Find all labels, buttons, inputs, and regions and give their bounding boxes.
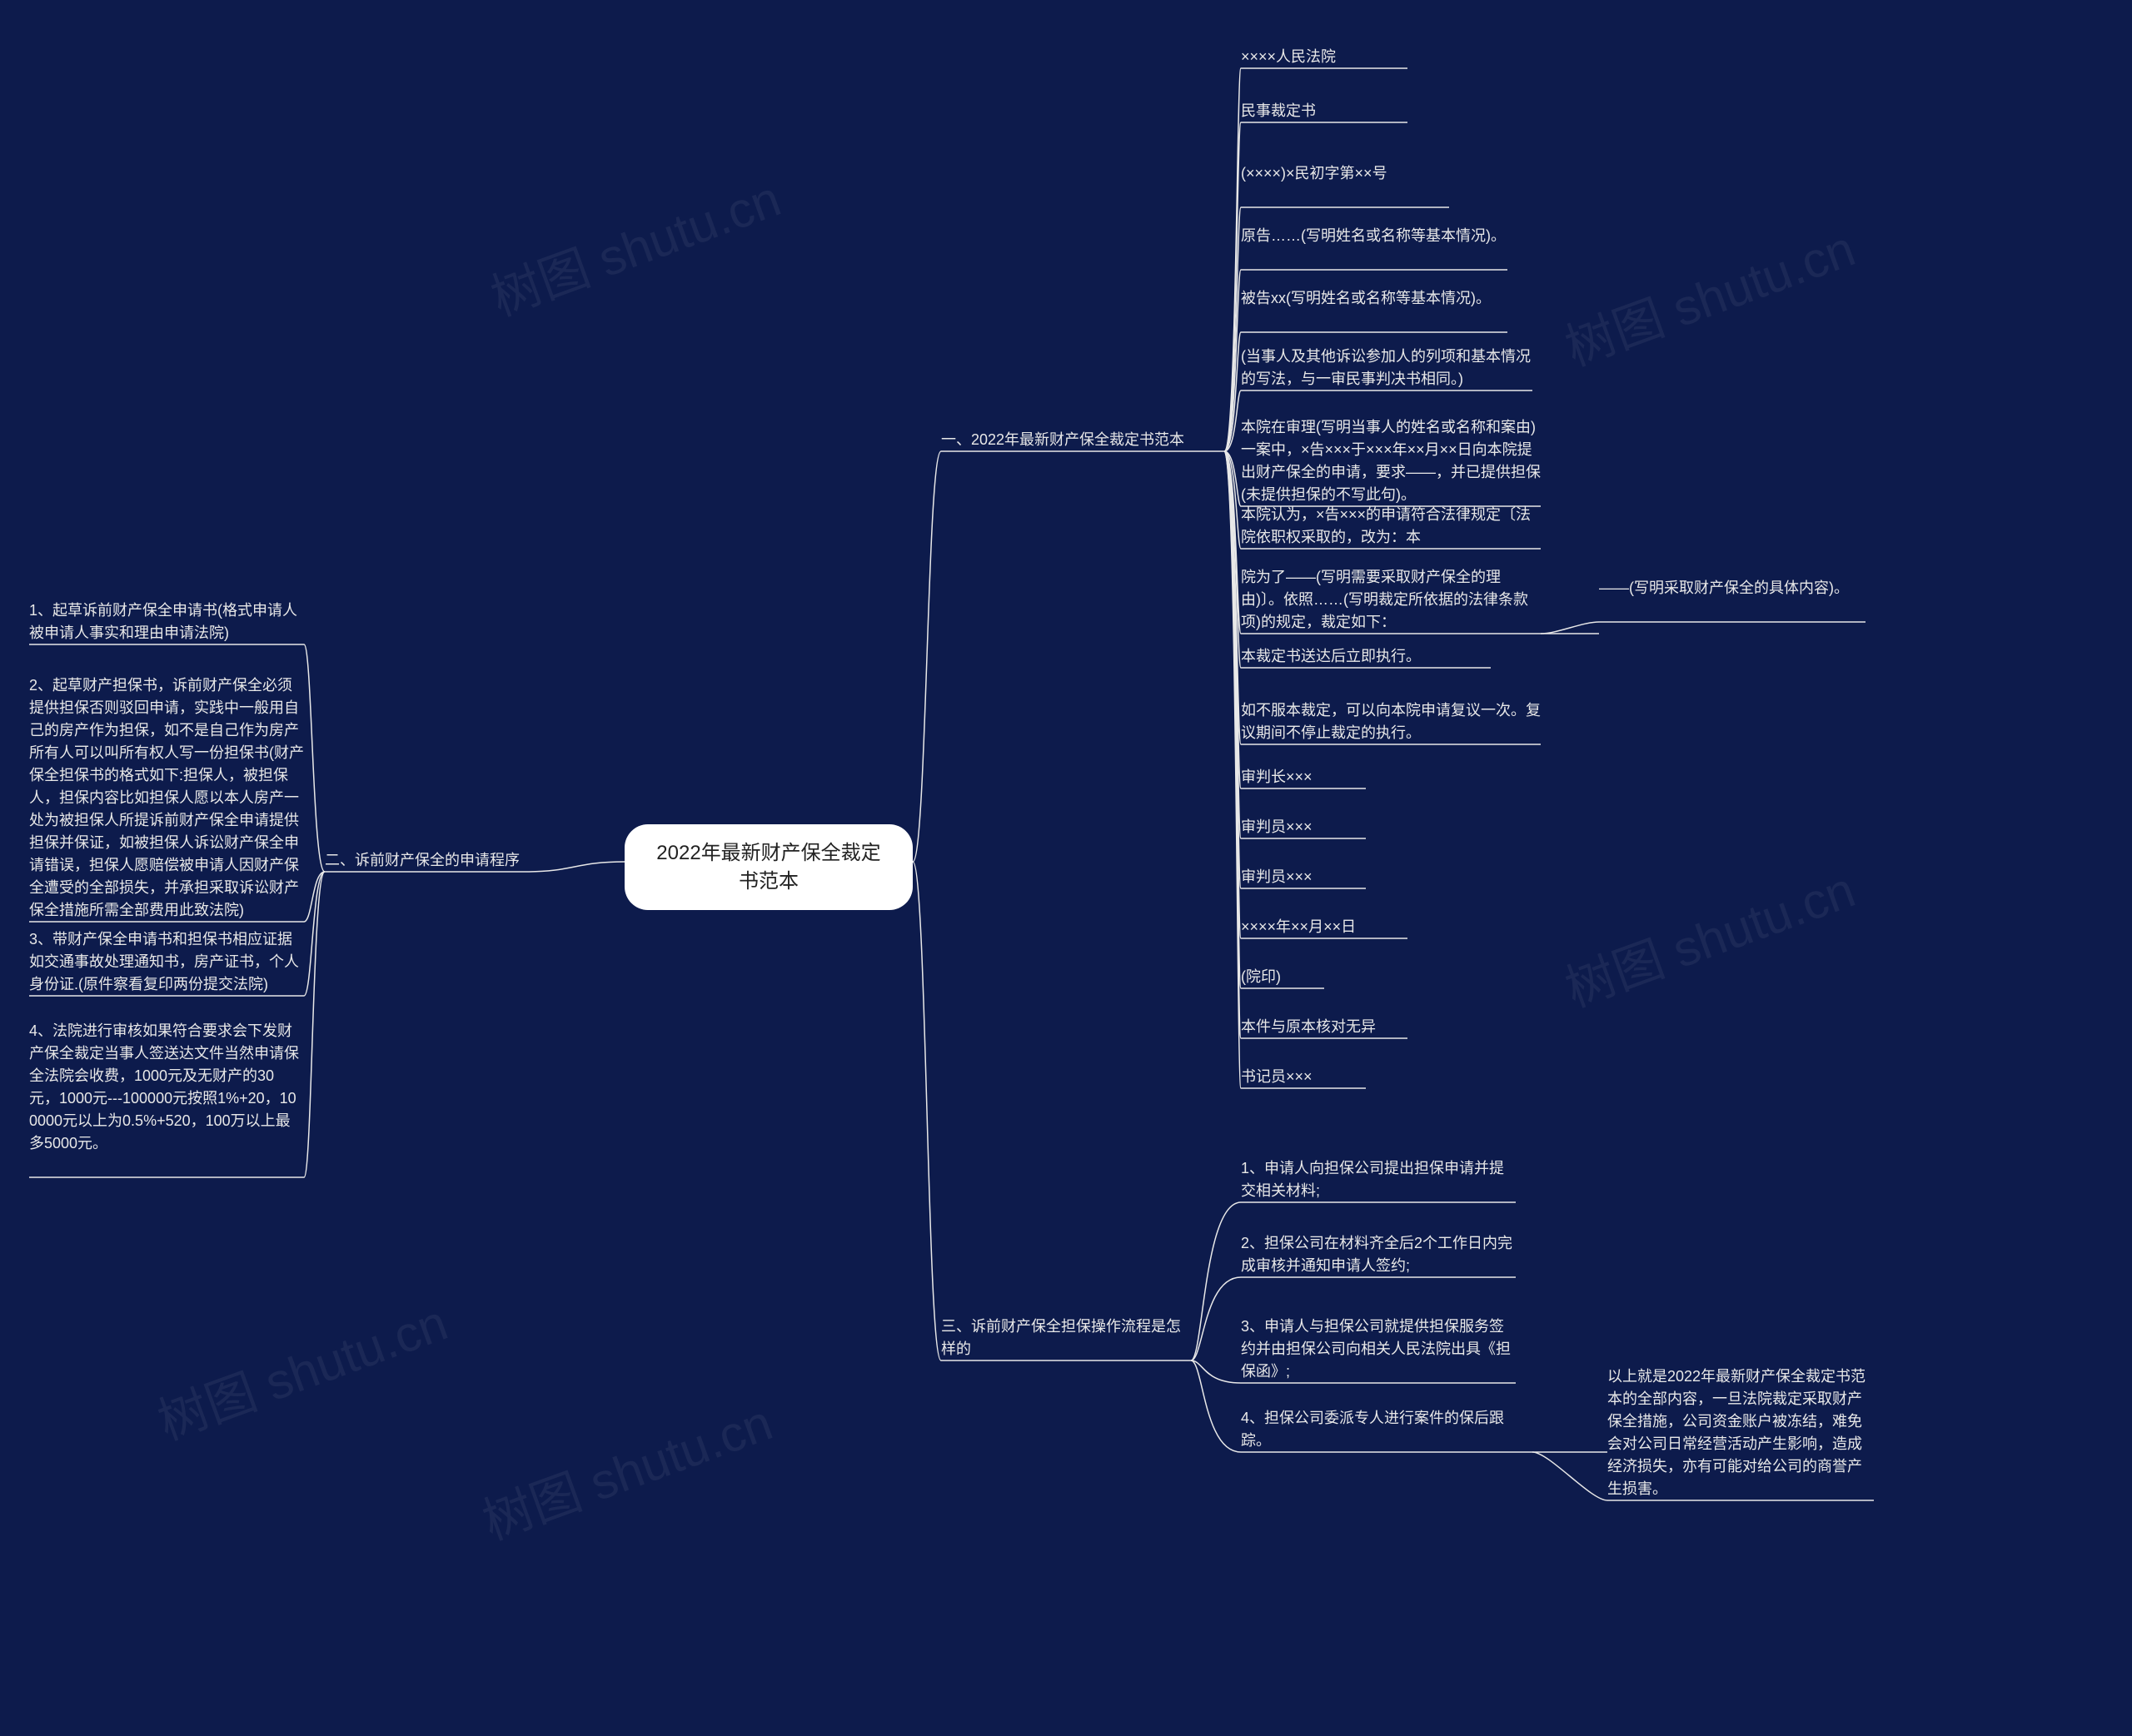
leaf-node: 2、担保公司在材料齐全后2个工作日内完成审核并通知申请人签约; [1241,1232,1516,1277]
leaf-node: 1、起草诉前财产保全申请书(格式申请人被申请人事实和理由申请法院) [29,599,304,644]
leaf-node: 原告……(写明姓名或名称等基本情况)。 [1241,225,1507,247]
leaf-node: ——(写明采取财产保全的具体内容)。 [1599,577,1866,599]
leaf-node: 1、申请人向担保公司提出担保申请并提交相关材料; [1241,1157,1516,1202]
leaf-node: 2、起草财产担保书，诉前财产保全必须提供担保否则驳回申请，实践中一般用自己的房产… [29,674,304,922]
leaf-node: 本院认为，×告×××的申请符合法律规定〔法院依职权采取的，改为：本 [1241,504,1541,549]
leaf-node: (院印) [1241,966,1324,988]
leaf-node: 院为了——(写明需要采取财产保全的理由)〕。依照……(写明裁定所依据的法律条款项… [1241,566,1541,634]
leaf-node: 审判员××× [1241,816,1366,838]
leaf-node: 3、申请人与担保公司就提供担保服务签约并由担保公司向相关人民法院出具《担保函》; [1241,1316,1516,1383]
leaf-node: 审判员××× [1241,866,1366,888]
leaf-node: 3、带财产保全申请书和担保书相应证据如交通事故处理通知书，房产证书，个人身份证.… [29,928,304,996]
branch-label: 三、诉前财产保全担保操作流程是怎样的 [941,1316,1191,1360]
branch-label: 一、2022年最新财产保全裁定书范本 [941,429,1224,451]
leaf-node: 被告xx(写明姓名或名称等基本情况)。 [1241,287,1507,310]
leaf-node: ××××年××月××日 [1241,916,1407,938]
leaf-node: 审判长××× [1241,766,1366,788]
branch-label: 二、诉前财产保全的申请程序 [325,849,525,872]
leaf-node: (××××)×民初字第××号 [1241,162,1449,185]
central-node: 2022年最新财产保全裁定书范本 [625,824,913,910]
mindmap-container: 树图 shutu.cn树图 shutu.cn树图 shutu.cn树图 shut… [0,0,2132,1736]
leaf-node: ××××人民法院 [1241,46,1407,68]
leaf-node: 4、担保公司委派专人进行案件的保后跟踪。 [1241,1407,1532,1452]
leaf-node: 如不服本裁定，可以向本院申请复议一次。复议期间不停止裁定的执行。 [1241,699,1541,744]
leaf-node: (当事人及其他诉讼参加人的列项和基本情况的写法，与一审民事判决书相同。) [1241,346,1532,390]
leaf-node: 以上就是2022年最新财产保全裁定书范本的全部内容，一旦法院裁定采取财产保全措施… [1607,1365,1874,1500]
leaf-node: 本裁定书送达后立即执行。 [1241,645,1491,668]
leaf-node: 本件与原本核对无异 [1241,1016,1407,1038]
leaf-node: 书记员××× [1241,1066,1366,1088]
leaf-node: 4、法院进行审核如果符合要求会下发财产保全裁定当事人签送达文件当然申请保全法院会… [29,1020,304,1155]
leaf-node: 民事裁定书 [1241,100,1407,122]
leaf-node: 本院在审理(写明当事人的姓名或名称和案由)一案中，×告×××于×××年××月××… [1241,416,1541,506]
